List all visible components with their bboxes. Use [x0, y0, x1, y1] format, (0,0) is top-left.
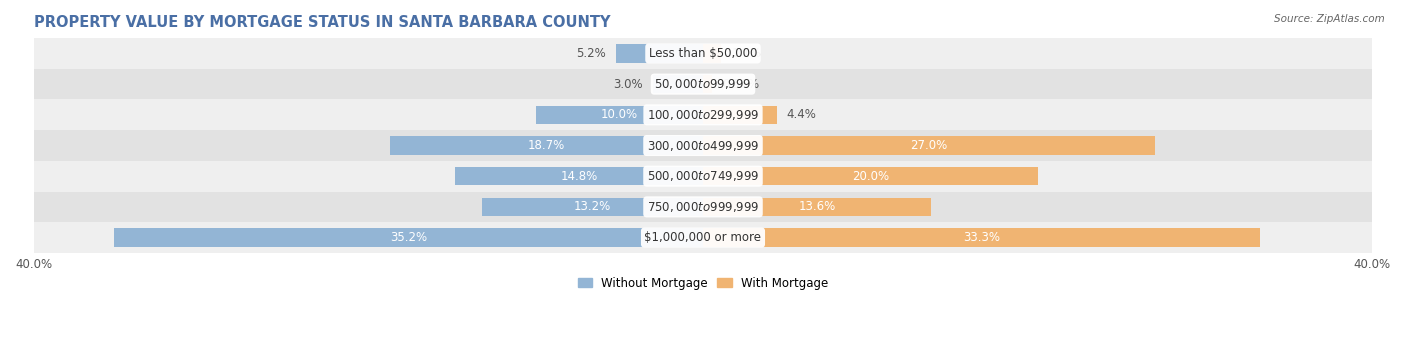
Text: $100,000 to $299,999: $100,000 to $299,999 — [647, 108, 759, 122]
Bar — [114, 228, 703, 247]
Text: 18.7%: 18.7% — [527, 139, 565, 152]
Text: 33.3%: 33.3% — [963, 231, 1000, 244]
Text: 14.8%: 14.8% — [561, 170, 598, 183]
Bar — [652, 75, 703, 94]
Text: 35.2%: 35.2% — [389, 231, 427, 244]
Bar — [703, 44, 721, 63]
Text: PROPERTY VALUE BY MORTGAGE STATUS IN SANTA BARBARA COUNTY: PROPERTY VALUE BY MORTGAGE STATUS IN SAN… — [34, 15, 610, 30]
Text: 5.2%: 5.2% — [576, 47, 606, 60]
Text: 27.0%: 27.0% — [910, 139, 948, 152]
Text: 10.0%: 10.0% — [600, 108, 638, 121]
Text: $50,000 to $99,999: $50,000 to $99,999 — [654, 77, 752, 91]
Bar — [703, 75, 713, 94]
Text: 0.56%: 0.56% — [723, 78, 759, 91]
Bar — [703, 106, 776, 124]
Bar — [34, 100, 1372, 130]
Bar — [616, 44, 703, 63]
Bar — [34, 191, 1372, 222]
Text: Source: ZipAtlas.com: Source: ZipAtlas.com — [1274, 14, 1385, 23]
Text: 1.1%: 1.1% — [731, 47, 761, 60]
Text: 13.6%: 13.6% — [799, 200, 835, 214]
Bar — [34, 38, 1372, 69]
Text: $750,000 to $999,999: $750,000 to $999,999 — [647, 200, 759, 214]
Bar — [34, 161, 1372, 191]
Bar — [703, 228, 1260, 247]
Text: Less than $50,000: Less than $50,000 — [648, 47, 758, 60]
Legend: Without Mortgage, With Mortgage: Without Mortgage, With Mortgage — [574, 272, 832, 294]
Bar — [703, 136, 1154, 155]
Bar — [34, 130, 1372, 161]
Bar — [389, 136, 703, 155]
Text: 20.0%: 20.0% — [852, 170, 889, 183]
Bar — [34, 222, 1372, 253]
Text: $300,000 to $499,999: $300,000 to $499,999 — [647, 138, 759, 153]
Bar — [703, 167, 1038, 185]
Bar — [34, 69, 1372, 100]
Bar — [703, 198, 931, 216]
Text: 13.2%: 13.2% — [574, 200, 612, 214]
Text: 3.0%: 3.0% — [613, 78, 643, 91]
Bar — [482, 198, 703, 216]
Bar — [536, 106, 703, 124]
Text: 4.4%: 4.4% — [787, 108, 817, 121]
Text: $500,000 to $749,999: $500,000 to $749,999 — [647, 169, 759, 183]
Text: $1,000,000 or more: $1,000,000 or more — [644, 231, 762, 244]
Bar — [456, 167, 703, 185]
